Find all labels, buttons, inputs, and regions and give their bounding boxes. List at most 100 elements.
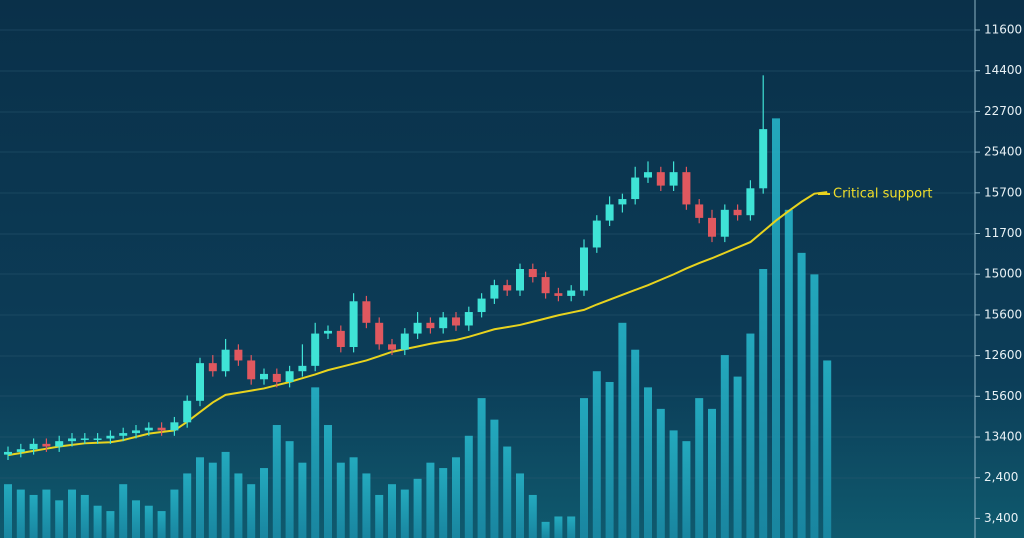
candle-body — [196, 363, 204, 401]
volume-bar — [4, 484, 12, 538]
candle-body — [708, 217, 716, 237]
volume-bar — [324, 425, 332, 538]
volume-bar — [55, 500, 64, 538]
candle-body — [68, 438, 76, 442]
volume-bar — [772, 118, 780, 538]
candle-body — [605, 204, 614, 221]
volume-bar — [541, 521, 550, 538]
candle-body — [375, 322, 384, 345]
annotation: Critical support — [833, 187, 933, 202]
volume-bar — [644, 387, 652, 538]
volume-bar — [106, 511, 115, 538]
axis-label: 13400 — [984, 430, 1022, 444]
volume-bar — [208, 462, 217, 538]
volume-bar — [605, 381, 614, 538]
volume-bar — [797, 252, 806, 538]
volume-bar — [618, 322, 627, 538]
candle-body — [362, 301, 371, 323]
candle-body — [554, 293, 563, 296]
candle-body — [234, 349, 243, 361]
candle-body — [106, 435, 115, 439]
volume-bar — [823, 360, 832, 538]
volume-bar — [285, 441, 294, 538]
candle-body — [42, 443, 51, 447]
axis-label: 11600 — [984, 23, 1022, 37]
candle-body — [272, 373, 281, 382]
volume-bar — [439, 468, 448, 538]
candle-body — [452, 317, 460, 326]
axis-label: 15000 — [984, 267, 1022, 281]
candle-body — [695, 204, 704, 218]
volume-bar — [247, 484, 256, 538]
candle-body — [170, 422, 179, 431]
candle-body — [16, 449, 25, 452]
volume-bar — [336, 462, 345, 538]
volume-bar — [669, 430, 678, 538]
volume-bar — [490, 419, 499, 538]
volume-bar — [119, 484, 128, 538]
volume-bar — [42, 489, 51, 538]
axis-label: 15600 — [984, 389, 1022, 403]
volume-bar — [221, 451, 230, 538]
axis-label: 14400 — [984, 63, 1022, 77]
candle-body — [592, 220, 601, 248]
volume-bar — [196, 457, 204, 538]
candle-body — [29, 443, 38, 450]
volume-bar — [452, 457, 460, 538]
candle-body — [580, 247, 588, 291]
volume-bar — [580, 398, 588, 538]
candle-body — [759, 129, 768, 189]
volume-bar — [733, 376, 742, 538]
volume-layer — [4, 118, 832, 538]
volume-bar — [503, 446, 512, 538]
candle-body — [221, 349, 230, 372]
volume-bar — [592, 371, 601, 538]
candle-body — [733, 209, 742, 216]
volume-bar — [695, 398, 704, 538]
candle-body — [656, 172, 665, 186]
volume-bar — [528, 494, 537, 538]
volume-bar — [272, 425, 281, 538]
candle-body — [528, 269, 537, 278]
candle-body — [349, 301, 358, 348]
axis-label: 15700 — [984, 185, 1022, 199]
volume-bar — [68, 489, 76, 538]
candle-body — [503, 285, 512, 291]
volume-bar — [170, 489, 179, 538]
volume-bar — [93, 505, 102, 538]
axis-label: 2,400 — [984, 470, 1018, 484]
candle-body — [247, 360, 256, 380]
volume-bar — [157, 511, 166, 538]
moving-average-line — [7, 191, 828, 457]
axis-label: 3,400 — [984, 511, 1018, 525]
candle-body — [55, 441, 64, 447]
volume-bar — [16, 489, 25, 538]
candle-body — [400, 333, 409, 350]
axis-label: 12600 — [984, 348, 1022, 362]
volume-bar — [759, 269, 768, 538]
volume-bar — [311, 387, 320, 538]
candle-body — [477, 298, 486, 313]
axis-label: 22700 — [984, 104, 1022, 118]
volume-bar — [400, 489, 409, 538]
volume-bar — [260, 468, 268, 538]
candle-body — [682, 172, 691, 205]
candle-body — [388, 344, 396, 350]
candle-body — [439, 317, 448, 329]
candle-body — [285, 371, 294, 382]
volume-bar — [682, 441, 691, 538]
candle-body — [208, 363, 217, 372]
volume-bar — [567, 516, 576, 538]
volume-bar — [349, 457, 358, 538]
candle-body — [4, 451, 12, 455]
candle-body — [260, 373, 268, 380]
volume-bar — [234, 473, 243, 538]
axis-label: 15600 — [984, 307, 1022, 321]
candle-body — [490, 285, 499, 299]
candle-body — [746, 188, 755, 216]
volume-bar — [810, 274, 819, 538]
volume-bar — [656, 408, 665, 538]
volume-bar — [413, 478, 422, 538]
